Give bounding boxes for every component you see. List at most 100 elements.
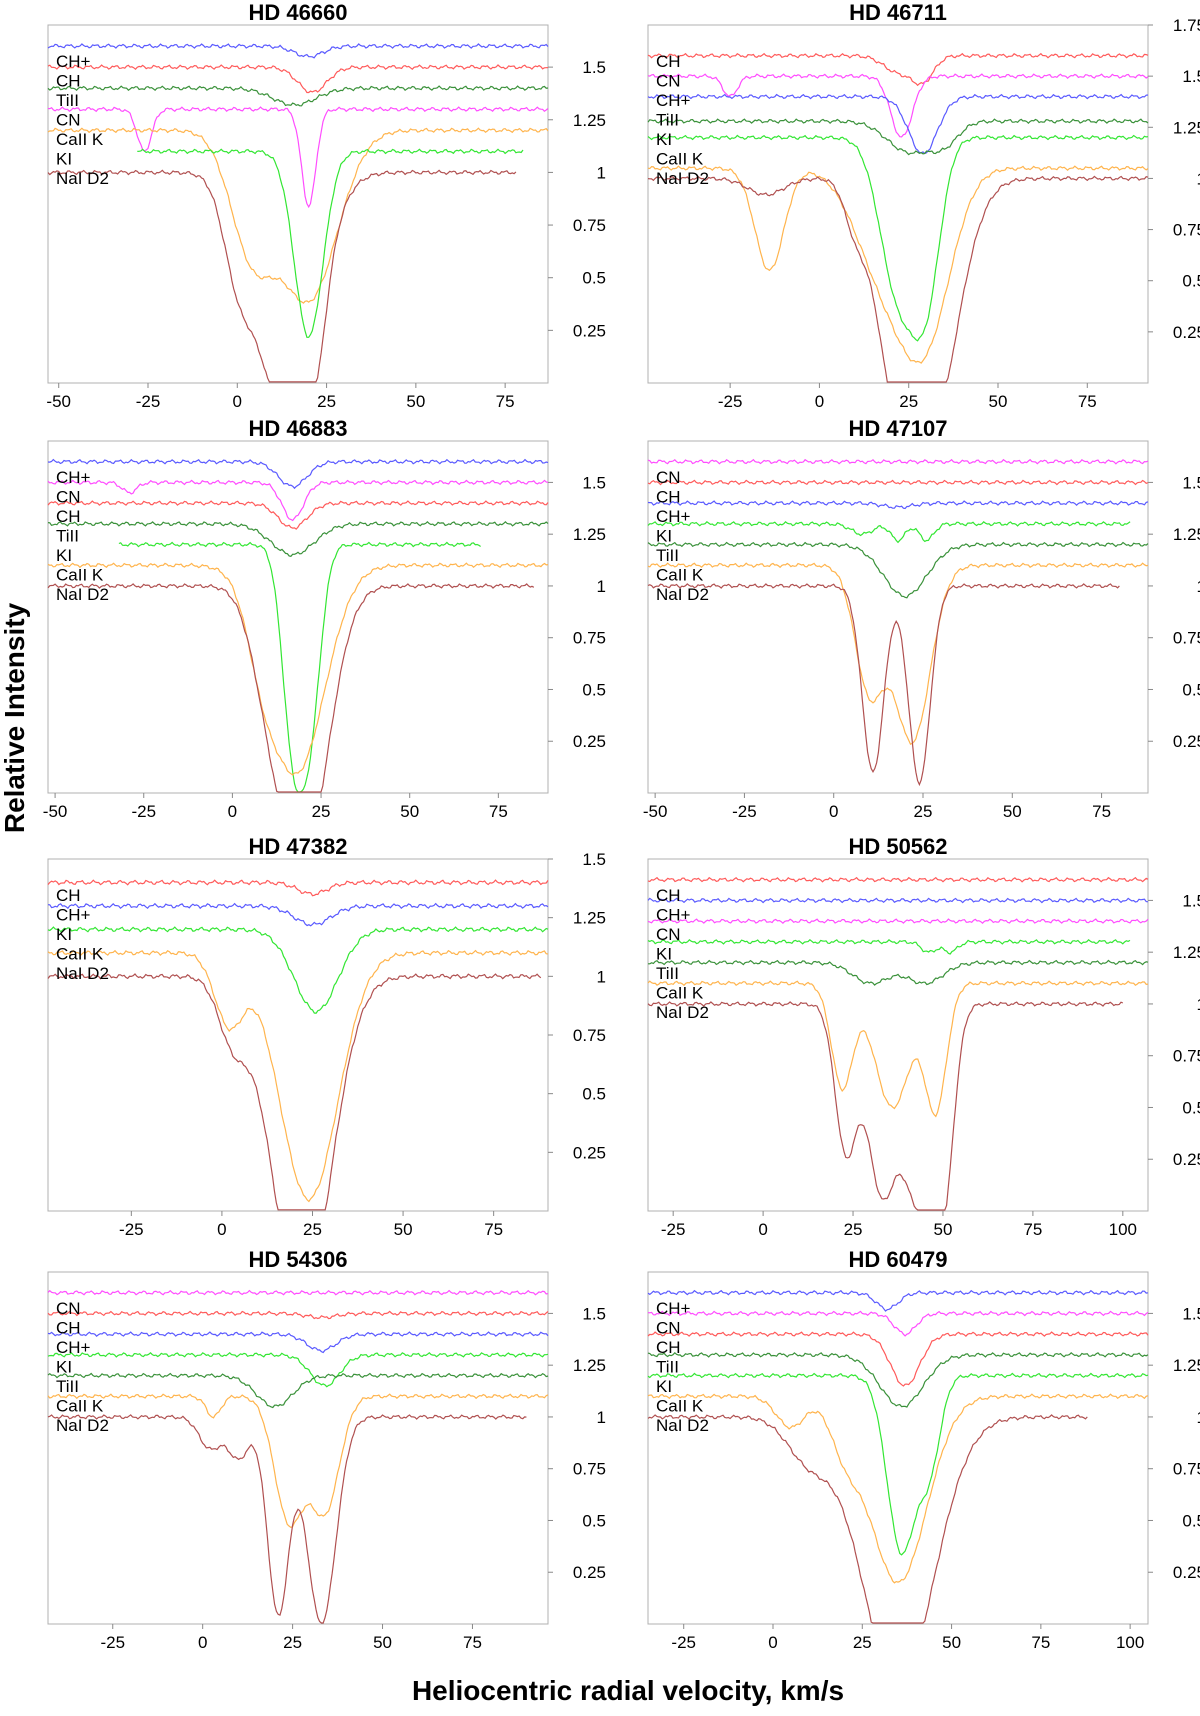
- y-tick-label: 0.75: [1173, 1460, 1200, 1479]
- series-line-nai-d2: [647, 1001, 1124, 1211]
- legend-label-ch-plus: CH+: [56, 1338, 91, 1357]
- x-tick-label: 75: [1078, 392, 1097, 411]
- series-line-ki: [647, 520, 1131, 544]
- panel-hd-47107: HD 47107 -50 -25 0 25 50 75 0.25 0.5 0.75 1 1.25 1.5…: [643, 416, 1200, 821]
- series-line-tiii: [647, 541, 1149, 599]
- legend-label-ch: CH: [656, 1338, 681, 1357]
- y-tick-label: 1.5: [1182, 67, 1200, 86]
- series-line-tiii: [647, 1351, 1149, 1408]
- legend-label-cn: CN: [56, 488, 81, 507]
- x-tick-label: 50: [942, 1633, 961, 1652]
- y-tick-label: 0.5: [582, 680, 606, 699]
- series-line-nai-d2: [47, 169, 517, 383]
- x-tick-label: -50: [643, 802, 668, 821]
- x-tick-label: 25: [312, 802, 331, 821]
- series-line-ki: [137, 148, 524, 338]
- legend-label-ki: KI: [656, 1377, 672, 1396]
- legend-label-nai-d2: NaI D2: [656, 1003, 709, 1022]
- series-line-tiii: [647, 118, 1149, 156]
- series-line-ch: [47, 500, 549, 530]
- x-tick-label: -25: [131, 802, 156, 821]
- panel-hd-46660: HD 46660 -50 -25 0 25 50 75 0.25 0.5 0.75 1 1.25 1.5…: [46, 0, 606, 411]
- plot-frame: [647, 440, 1149, 794]
- y-tick-label: 0.25: [1173, 323, 1200, 342]
- panel-hd-46883: HD 46883 -50 -25 0 25 50 75 0.25 0.5 0.75 1 1.25 1.5…: [43, 416, 606, 821]
- y-tick-label: 1.5: [1182, 473, 1200, 492]
- series-line-caii-k: [47, 127, 549, 304]
- series-line-nai-d2: [647, 175, 1149, 383]
- x-tick-label: 0: [815, 392, 824, 411]
- legend-label-ki: KI: [656, 130, 672, 149]
- legend-label-ch: CH: [56, 72, 81, 91]
- x-tick-label: -25: [661, 1220, 686, 1239]
- legend-label-nai-d2: NaI D2: [56, 585, 109, 604]
- x-tick-label: 0: [198, 1633, 207, 1652]
- y-tick-label: 1: [1197, 995, 1200, 1014]
- y-tick-label: 0.25: [573, 321, 606, 340]
- x-tick-label: -50: [43, 802, 68, 821]
- series-line-tiii: [648, 959, 1149, 986]
- y-tick-label: 0.75: [1173, 629, 1200, 648]
- series-line-cn: [47, 479, 549, 522]
- series-line-ch: [47, 64, 549, 94]
- series-line-ki: [647, 1372, 1149, 1556]
- y-tick-label: 1.25: [1173, 1356, 1200, 1375]
- x-tick-label: 50: [406, 392, 425, 411]
- x-tick-label: 0: [768, 1633, 777, 1652]
- panel-title: HD 54306: [248, 1247, 347, 1272]
- plot-frame: [647, 858, 1149, 1212]
- x-tick-label: 25: [303, 1220, 322, 1239]
- legend-label-caii-k: CaII K: [56, 130, 104, 149]
- series-line-ch-plus: [647, 897, 1149, 904]
- y-tick-label: 0.5: [1182, 1511, 1200, 1530]
- y-tick-label: 1: [1197, 1408, 1200, 1427]
- series-line-tiii: [47, 1372, 549, 1409]
- series-line-tiii: [47, 85, 549, 107]
- y-tick-label: 0.25: [1173, 1563, 1200, 1582]
- panel-title: HD 46883: [248, 416, 347, 441]
- panel-title: HD 47382: [248, 834, 347, 859]
- x-tick-label: 25: [844, 1220, 863, 1239]
- y-tick-label: 1: [1197, 169, 1200, 188]
- series-line-nai-d2: [47, 973, 542, 1211]
- x-tick-label: 100: [1109, 1220, 1137, 1239]
- x-tick-label: 0: [758, 1220, 767, 1239]
- legend-label-tiii: TiII: [56, 527, 79, 546]
- x-tick-label: -25: [732, 802, 757, 821]
- series-line-ki: [118, 541, 481, 793]
- x-tick-label: 0: [228, 802, 237, 821]
- panel-title: HD 46711: [849, 0, 947, 25]
- y-tick-label: 1.25: [573, 909, 606, 928]
- legend-label-ch-plus: CH+: [56, 468, 91, 487]
- legend-label-nai-d2: NaI D2: [656, 1416, 709, 1435]
- x-tick-label: 75: [463, 1633, 482, 1652]
- legend-label-ki: KI: [656, 945, 672, 964]
- legend-label-tiii: TiII: [56, 91, 79, 110]
- y-tick-label: 1: [597, 163, 606, 182]
- series-line-nai-d2: [647, 583, 1120, 787]
- x-tick-label: 50: [934, 1220, 953, 1239]
- panel-hd-54306: HD 54306-25 0 25 50 750.250.50.7511.251.5CNC…: [47, 1247, 606, 1652]
- series-line-ch-plus: [647, 93, 1149, 155]
- y-tick-label: 1.25: [1173, 118, 1200, 137]
- legend-label-ki: KI: [656, 527, 672, 546]
- y-tick-label: 0.25: [573, 1563, 606, 1582]
- x-tick-label: 50: [400, 802, 419, 821]
- legend-label-ki: KI: [56, 150, 72, 169]
- panel-hd-60479: HD 60479 -25 0 25 50 75 100 0.25 0.5 0.75 1 1.25 1.5…: [647, 1247, 1200, 1652]
- legend-label-cn: CN: [56, 1299, 81, 1318]
- panel-title: HD 60479: [848, 1247, 947, 1272]
- y-tick-label: 1: [1197, 577, 1200, 596]
- series-line-caii-k: [647, 562, 1149, 745]
- legend-label-ch-plus: CH+: [656, 1299, 691, 1318]
- series-line-ki: [647, 938, 1131, 955]
- legend-label-ch-plus: CH+: [56, 906, 91, 925]
- series-line-caii-k: [47, 1393, 549, 1528]
- legend-label-nai-d2: NaI D2: [56, 964, 109, 983]
- legend-label-ch: CH: [56, 1319, 81, 1338]
- legend-label-ch-plus: CH+: [56, 52, 91, 71]
- x-tick-label: 50: [989, 392, 1008, 411]
- y-tick-label: 0.5: [1182, 272, 1200, 291]
- x-tick-label: 25: [853, 1633, 872, 1652]
- legend-label-ch-plus: CH+: [656, 91, 691, 110]
